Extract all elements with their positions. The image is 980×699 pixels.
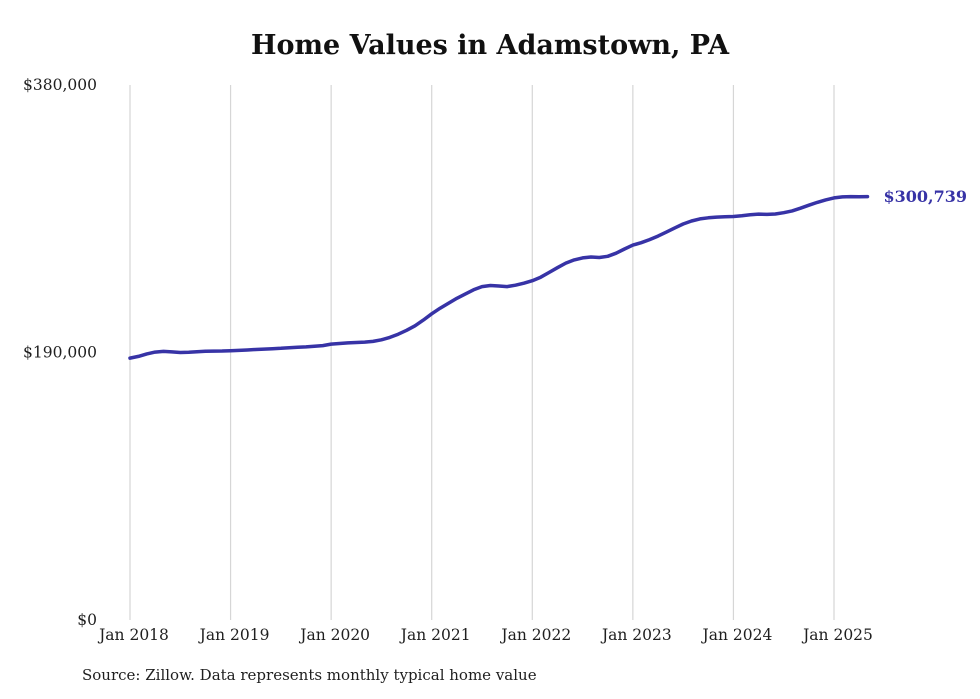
x-axis-tick-label: Jan 2019 — [198, 626, 270, 644]
y-axis-tick-label: $0 — [77, 611, 97, 629]
y-axis-tick-label: $380,000 — [23, 76, 97, 94]
x-axis-tick-label: Jan 2018 — [97, 626, 169, 644]
x-axis-tick-label: Jan 2024 — [701, 626, 773, 644]
chart-title: Home Values in Adamstown, PA — [250, 30, 730, 61]
x-axis-tick-label: Jan 2021 — [399, 626, 471, 644]
x-axis-tick-label: Jan 2020 — [298, 626, 370, 644]
value-line — [128, 194, 870, 360]
x-axis-tick-label: Jan 2022 — [499, 626, 571, 644]
y-axis-tick-label: $190,000 — [23, 344, 97, 362]
source-note: Source: Zillow. Data represents monthly … — [82, 666, 537, 684]
x-axis-tick-label: Jan 2025 — [801, 626, 873, 644]
latest-value-label: $300,739 — [883, 186, 968, 206]
x-axis-tick-label: Jan 2023 — [600, 626, 672, 644]
